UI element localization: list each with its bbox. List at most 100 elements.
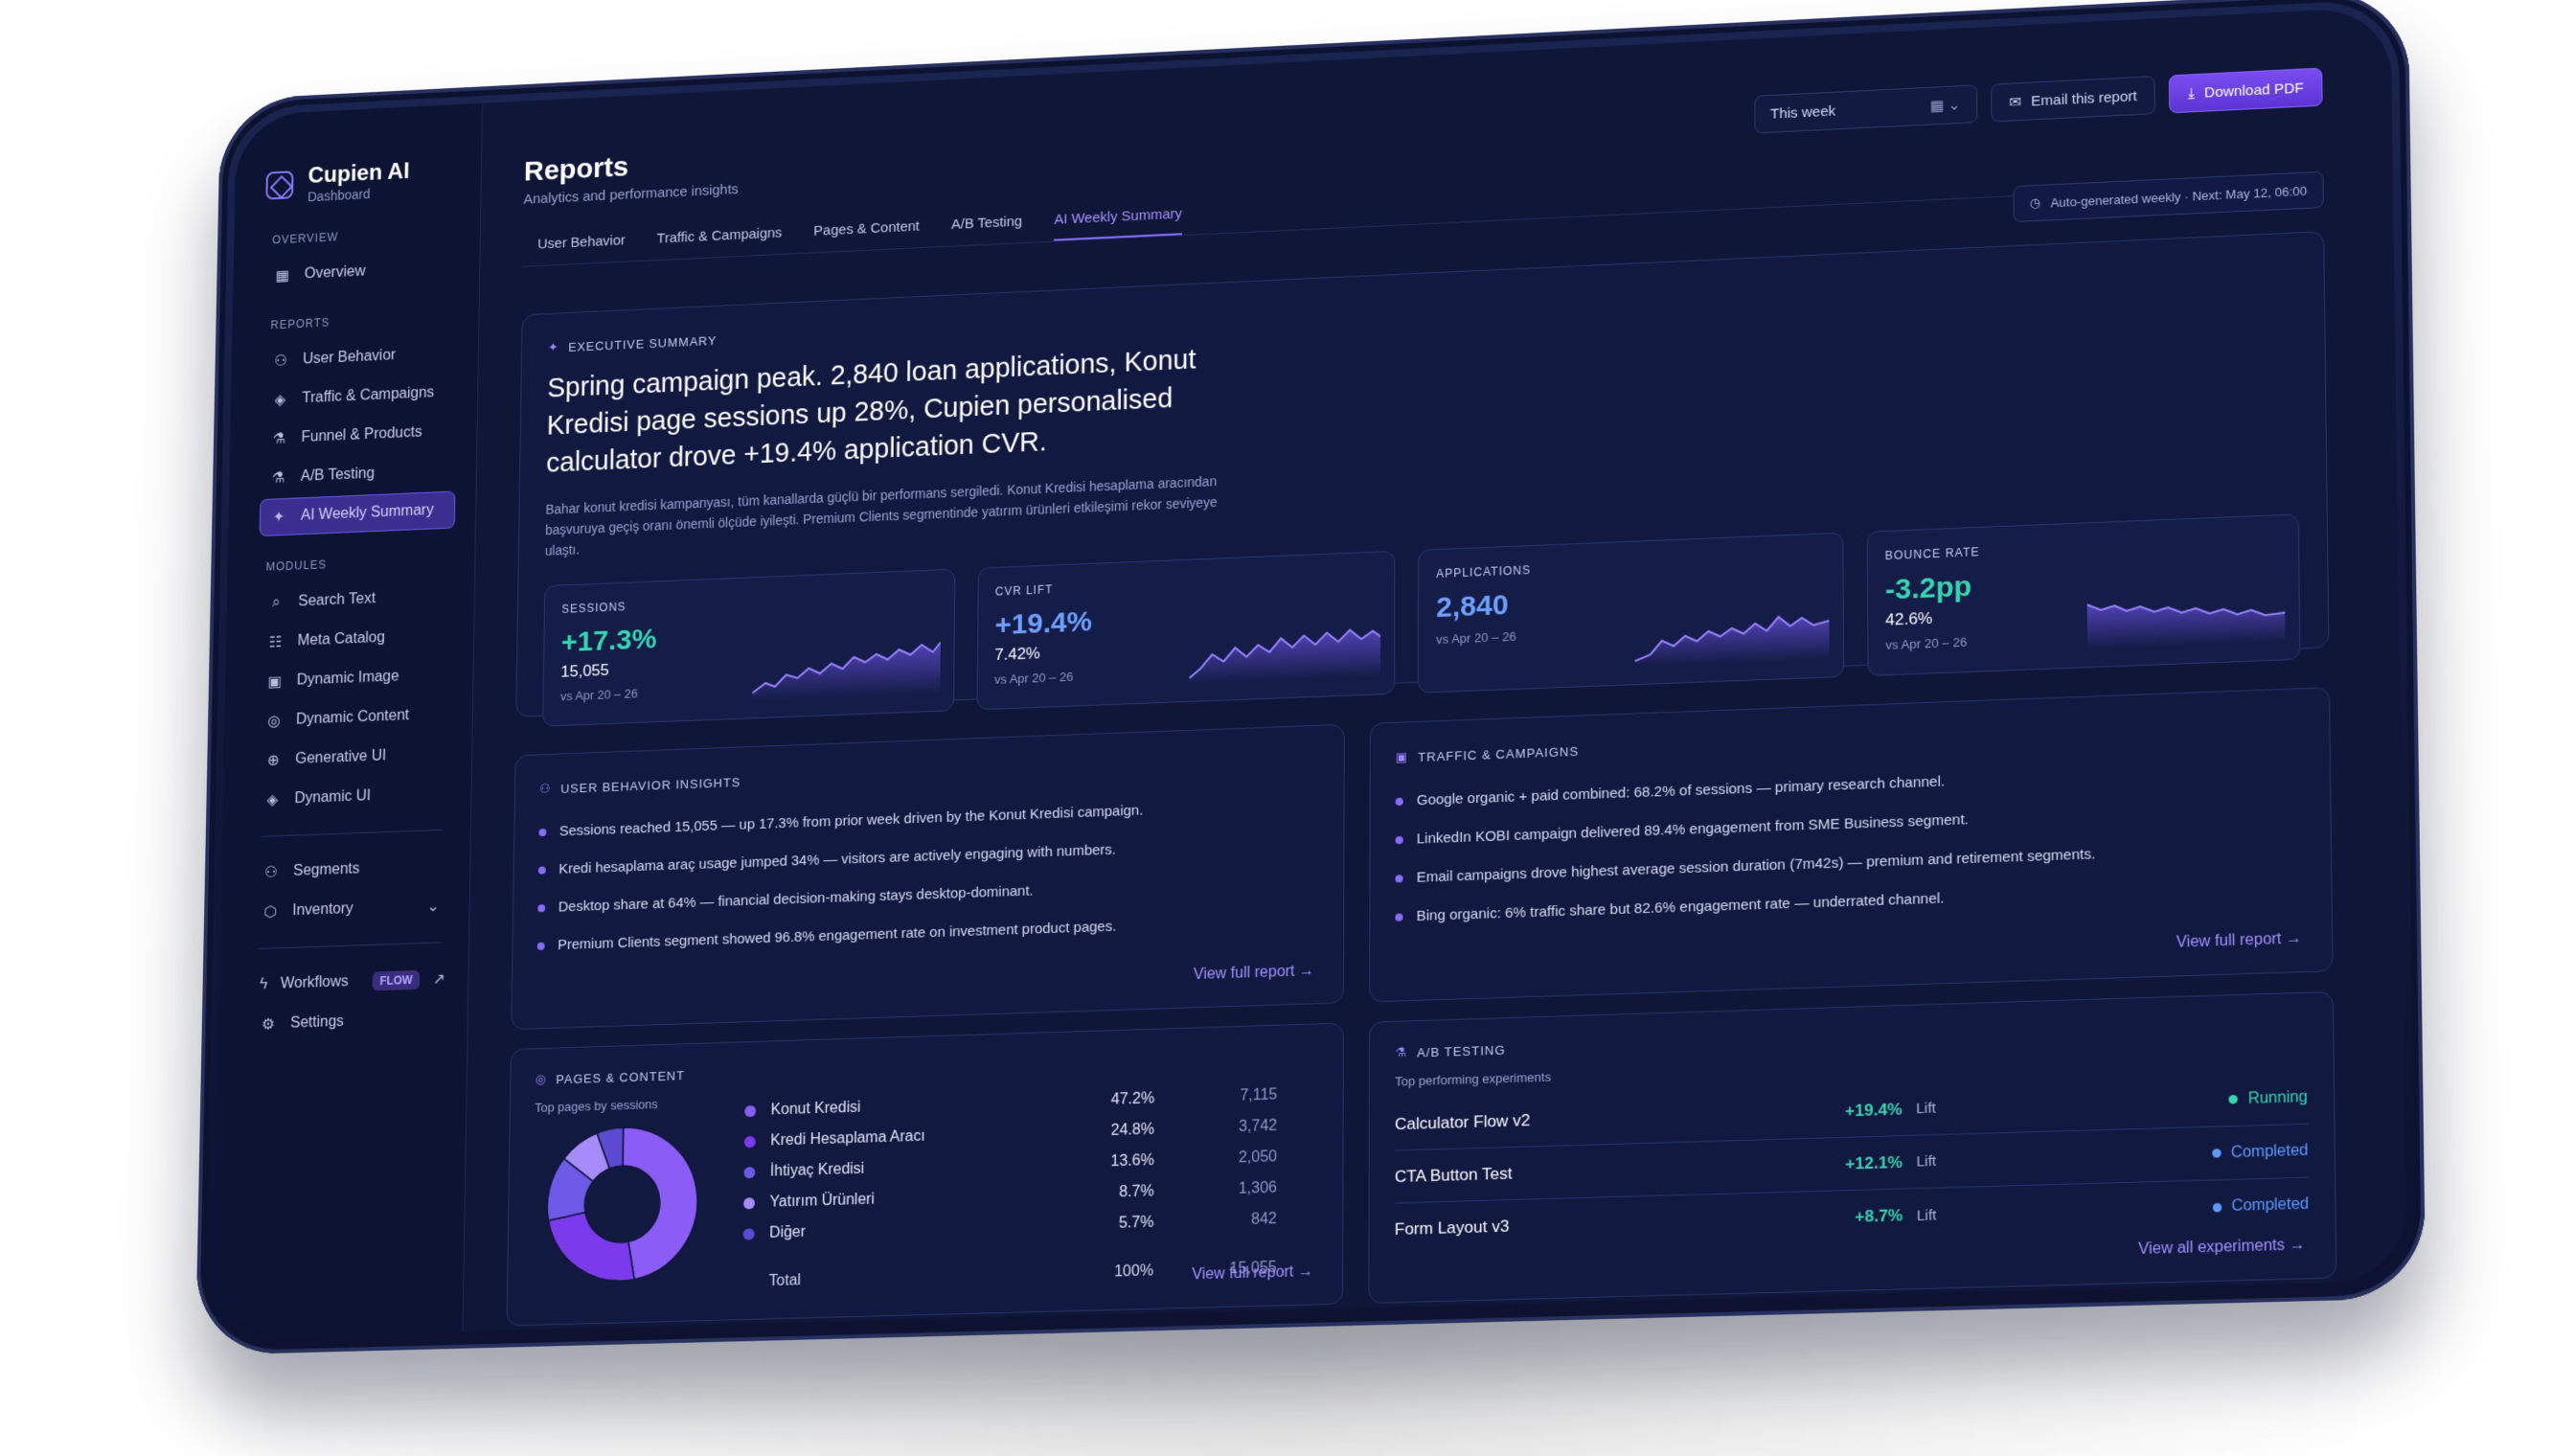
period-select[interactable]: This week ▦ ⌄ <box>1754 84 1977 133</box>
header-actions: This week ▦ ⌄ ✉ Email this report ⤓ Down… <box>1754 68 2323 134</box>
sidebar-item-label: Search Text <box>298 590 376 610</box>
view-full-report-link[interactable]: View full report → <box>1192 1263 1313 1285</box>
main-content: Reports Analytics and performance insigh… <box>464 7 2408 1331</box>
mail-icon: ✉ <box>2009 93 2021 111</box>
pages-content-card: ◎ PAGES & CONTENT Top pages by sessions … <box>506 1022 1343 1326</box>
insight-list: Sessions reached 15,055 — up 17.3% from … <box>536 785 1318 966</box>
app-screen: Cupien AI Dashboard OVERVIEW ▦ Overview … <box>213 7 2407 1338</box>
flow-badge: FLOW <box>373 970 421 990</box>
layers-icon: ◈ <box>263 790 283 809</box>
status-text: Running <box>2248 1088 2308 1107</box>
clock-icon: ◷ <box>2030 195 2041 212</box>
sidebar-item-label: Settings <box>290 1013 344 1033</box>
page-pct: 8.7% <box>1050 1183 1153 1203</box>
status-text: Completed <box>2231 1195 2309 1216</box>
insight-list: Google organic + paid combined: 68.2% of… <box>1395 749 2305 936</box>
kpi-label: BOUNCE RATE <box>1885 533 2281 562</box>
spacer <box>742 1276 754 1287</box>
users-icon: ⚇ <box>262 863 281 882</box>
tab-ai-weekly-summary[interactable]: AI Weekly Summary <box>1054 196 1182 241</box>
brand: Cupien AI Dashboard <box>265 156 461 206</box>
box-icon: ⬡ <box>261 902 280 921</box>
sidebar-item-segments[interactable]: ⚇ Segments <box>252 847 449 892</box>
sidebar-item-label: Dynamic UI <box>294 787 371 808</box>
nav-section-reports: REPORTS <box>270 310 458 332</box>
sidebar-item-dynamic-image[interactable]: ▣ Dynamic Image <box>256 656 452 701</box>
exec-body: Bahar konut kredisi kampanyası, tüm kana… <box>545 470 1221 561</box>
page-name: Konut Kredisi <box>771 1094 1052 1120</box>
email-button-label: Email this report <box>2031 88 2137 109</box>
sidebar-item-meta-catalog[interactable]: ☷ Meta Catalog <box>257 616 453 661</box>
sidebar-item-label: Meta Catalog <box>297 629 385 649</box>
kpi-label: CVR LIFT <box>995 570 1377 599</box>
sidebar-item-dynamic-ui[interactable]: ◈ Dynamic UI <box>254 774 451 819</box>
sidebar-item-dynamic-content[interactable]: ◎ Dynamic Content <box>255 695 451 740</box>
gear-icon: ⚙ <box>259 1014 278 1034</box>
page-pct: 47.2% <box>1051 1090 1154 1110</box>
sidebar-item-label: Workflows <box>281 973 349 992</box>
view-all-experiments-link[interactable]: View all experiments → <box>2138 1237 2305 1259</box>
sidebar-item-user-behavior[interactable]: ⚇ User Behavior <box>262 334 458 380</box>
view-full-report-link[interactable]: View full report → <box>2176 930 2302 952</box>
tab-pages-content[interactable]: Pages & Content <box>813 209 920 252</box>
view-full-report-link[interactable]: View full report → <box>1194 963 1314 984</box>
experiment-lift: +8.7% <box>1814 1206 1903 1228</box>
sidebar-item-workflows[interactable]: ϟ Workflows FLOW ↗ <box>250 960 447 1004</box>
email-report-button[interactable]: ✉ Email this report <box>1991 76 2156 122</box>
page-pct: 5.7% <box>1050 1215 1153 1235</box>
target-icon: ◎ <box>536 1072 547 1087</box>
flask-icon: ⚗ <box>1395 1045 1407 1061</box>
sidebar: Cupien AI Dashboard OVERVIEW ▦ Overview … <box>213 103 483 1338</box>
legend-dot <box>744 1136 756 1148</box>
sidebar-item-label: Generative UI <box>295 748 386 768</box>
sidebar-item-label: AI Weekly Summary <box>301 502 434 524</box>
sidebar-item-search-text[interactable]: ⌕ Search Text <box>258 577 454 622</box>
generative-icon: ⊕ <box>263 751 283 770</box>
sparkline-chart <box>752 631 941 701</box>
sidebar-item-label: Funnel & Products <box>301 424 422 446</box>
tab-traffic-campaigns[interactable]: Traffic & Campaigns <box>656 216 782 260</box>
lift-label: Lift <box>1903 1206 1962 1224</box>
users-icon: ⚇ <box>271 352 289 371</box>
page-sessions: 3,742 <box>1154 1118 1277 1139</box>
sparkline-chart <box>1189 613 1380 684</box>
tab-ab-testing[interactable]: A/B Testing <box>951 204 1022 246</box>
sidebar-item-generative-ui[interactable]: ⊕ Generative UI <box>255 735 452 780</box>
sidebar-item-settings[interactable]: ⚙ Settings <box>249 1000 446 1044</box>
experiment-name: Form Layout v3 <box>1395 1209 1814 1240</box>
page-name: İhtiyaç Kredisi <box>770 1155 1051 1181</box>
lift-label: Lift <box>1903 1099 1962 1117</box>
bolt-icon: ϟ <box>260 976 267 993</box>
user-behavior-card: ⚇ USER BEHAVIOR INSIGHTS Sessions reache… <box>511 724 1345 1030</box>
image-icon: ▣ <box>265 671 285 691</box>
sidebar-item-ab-testing[interactable]: ⚗ A/B Testing <box>260 451 456 497</box>
grid-icon: ▦ <box>273 266 291 285</box>
sidebar-item-ai-weekly-summary[interactable]: ✦ AI Weekly Summary <box>260 490 456 536</box>
pages-label: PAGES & CONTENT <box>556 1068 685 1086</box>
executive-summary-card: ✦ EXECUTIVE SUMMARY Spring campaign peak… <box>515 231 2329 717</box>
sidebar-item-label: Traffic & Campaigns <box>302 384 434 407</box>
page-pct: 24.8% <box>1051 1122 1154 1142</box>
sidebar-item-label: Overview <box>305 263 366 283</box>
sidebar-item-overview[interactable]: ▦ Overview <box>263 249 459 295</box>
tab-user-behavior[interactable]: User Behavior <box>537 223 626 265</box>
legend-dot <box>743 1228 755 1240</box>
sparkles-icon: ✦ <box>548 340 559 355</box>
layers-icon: ◈ <box>271 390 289 409</box>
sidebar-item-funnel[interactable]: ⚗ Funnel & Products <box>261 413 457 459</box>
sidebar-item-traffic[interactable]: ◈ Traffic & Campaigns <box>262 374 457 420</box>
sidebar-item-inventory[interactable]: ⬡ Inventory ⌄ <box>252 887 449 932</box>
calendar-icon: ▦ ⌄ <box>1930 96 1961 114</box>
nav-section-modules: MODULES <box>265 553 454 574</box>
period-value: This week <box>1770 102 1835 122</box>
download-button-label: Download PDF <box>2204 80 2304 101</box>
total-pct: 100% <box>1050 1263 1153 1283</box>
download-pdf-button[interactable]: ⤓ Download PDF <box>2169 68 2322 114</box>
legend-dot <box>744 1105 756 1117</box>
search-icon: ⌕ <box>267 594 285 611</box>
donut-slice-0 <box>621 1126 698 1280</box>
chevron-down-icon: ⌄ <box>427 897 440 916</box>
sparkles-icon: ✦ <box>269 508 287 527</box>
experiment-lift: +19.4% <box>1813 1100 1903 1122</box>
